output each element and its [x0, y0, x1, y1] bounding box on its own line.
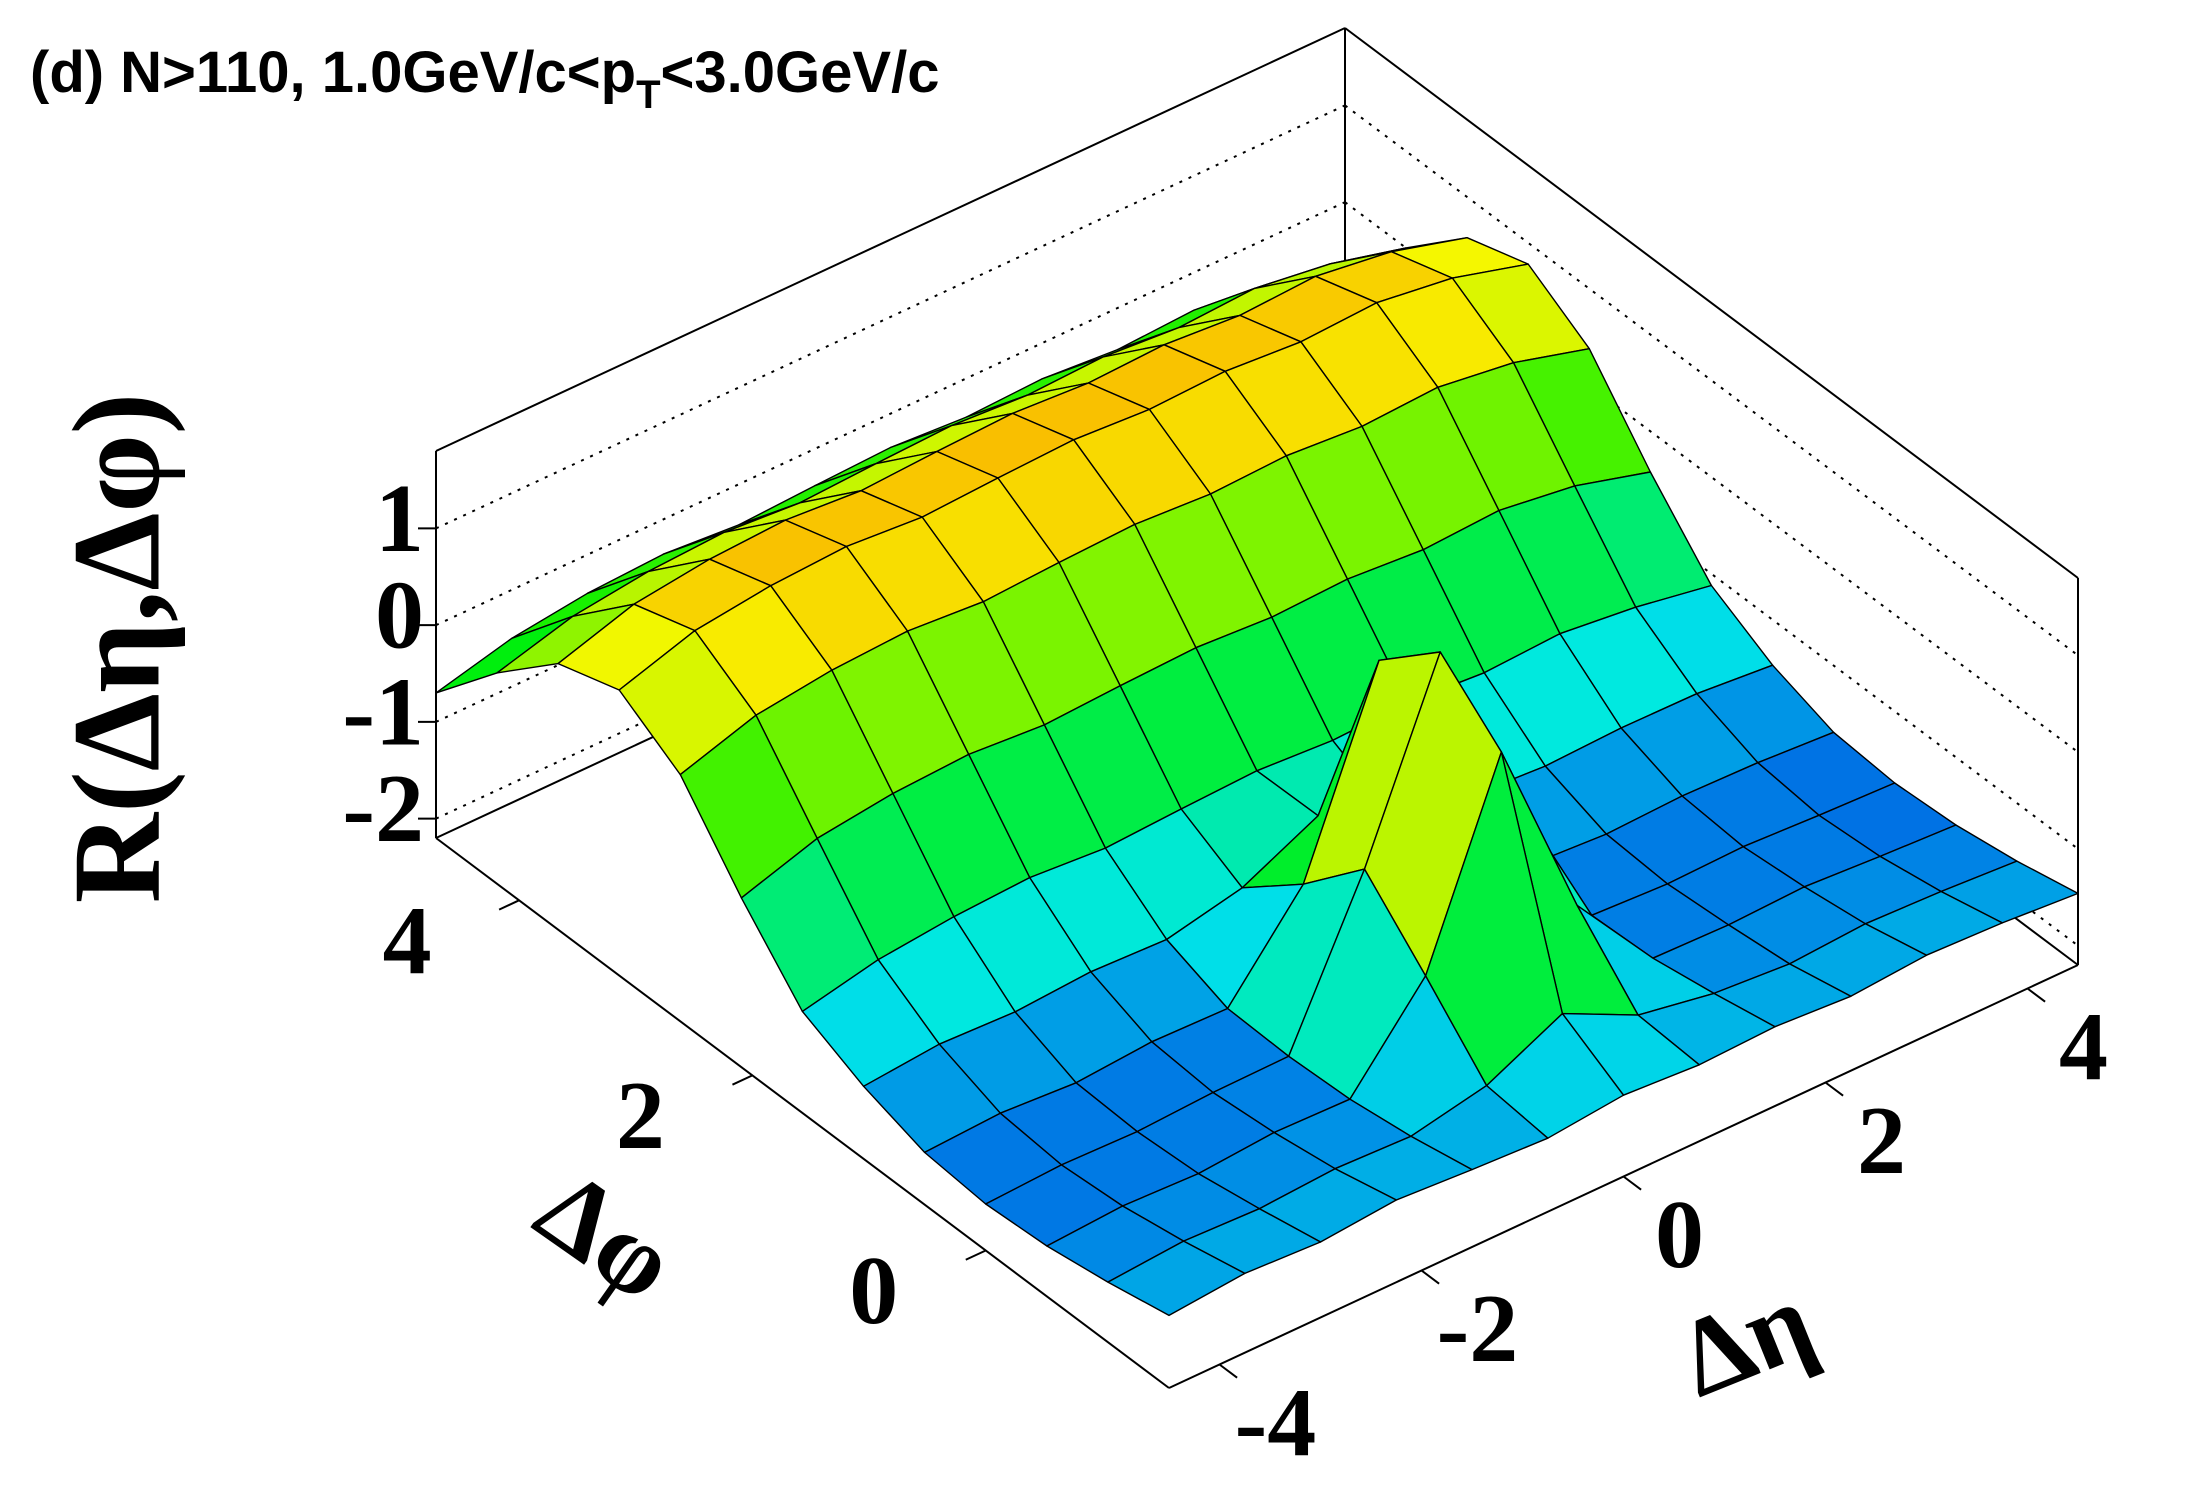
z-tick-label: -2 [342, 755, 424, 863]
tick-mark [1218, 1363, 1238, 1379]
tick-mark [1622, 1175, 1642, 1191]
grid-line [435, 201, 1346, 627]
frame [1344, 27, 2079, 579]
x-tick-label: -4 [1235, 1369, 1317, 1477]
title-part: <3.0GeV/c [661, 40, 940, 105]
title-part: (d) N>110, 1.0GeV/c<p [30, 40, 636, 105]
y-axis-line [435, 837, 1170, 1389]
tick-mark [1824, 1081, 1844, 1097]
tick-mark [965, 1249, 987, 1261]
z-axis-label: R(Δη,Δφ) [49, 393, 187, 904]
tick-mark [1420, 1269, 1440, 1285]
y-tick-label: 2 [616, 1062, 665, 1170]
chart-title: (d) N>110, 1.0GeV/c<pT<3.0GeV/c [30, 40, 939, 117]
grid-line [1344, 104, 2079, 657]
z-tick-label: 1 [375, 465, 424, 573]
grid-line [435, 104, 1346, 530]
z-tick-label: 0 [375, 562, 424, 670]
surface-cell [1107, 1240, 1246, 1317]
title-subscript: T [636, 73, 660, 117]
y-tick-label: 4 [383, 887, 432, 995]
z-tick-label: -1 [342, 658, 424, 766]
x-tick-label: 2 [1857, 1087, 1906, 1195]
tick-mark [2026, 987, 2046, 1003]
tick-mark [732, 1074, 753, 1086]
x-tick-label: 0 [1655, 1181, 1704, 1289]
tick-mark [498, 899, 520, 911]
frame [435, 27, 1346, 452]
x-tick-label: 4 [2059, 993, 2108, 1101]
x-tick-label: -2 [1437, 1275, 1519, 1383]
y-tick-label: 0 [849, 1237, 898, 1345]
